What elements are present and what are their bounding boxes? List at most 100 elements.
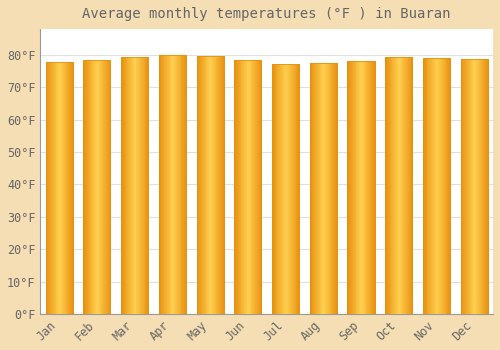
Bar	[423, 57, 450, 314]
Bar	[254, 60, 255, 314]
Bar	[291, 64, 292, 314]
Bar	[387, 57, 388, 314]
Bar	[61, 62, 62, 314]
Bar	[49, 62, 50, 314]
Bar	[315, 63, 316, 314]
Bar	[48, 62, 49, 314]
Bar	[395, 57, 396, 314]
Bar	[143, 57, 144, 314]
Bar	[106, 61, 107, 314]
Bar	[330, 63, 332, 314]
Bar	[129, 57, 130, 314]
Bar	[246, 60, 247, 314]
Bar	[332, 63, 333, 314]
Bar	[358, 61, 359, 314]
Bar	[468, 59, 469, 314]
Bar	[142, 57, 143, 314]
Bar	[296, 64, 298, 314]
Bar	[292, 64, 293, 314]
Bar	[219, 56, 220, 314]
Bar	[465, 59, 466, 314]
Bar	[103, 61, 104, 314]
Bar	[95, 61, 96, 314]
Bar	[72, 62, 73, 314]
Bar	[286, 64, 288, 314]
Bar	[316, 63, 317, 314]
Bar	[218, 56, 219, 314]
Bar	[239, 60, 240, 314]
Bar	[84, 61, 85, 314]
Bar	[272, 64, 299, 314]
Bar	[242, 60, 244, 314]
Bar	[400, 57, 402, 314]
Bar	[462, 59, 464, 314]
Bar	[274, 64, 276, 314]
Bar	[46, 62, 48, 314]
Bar	[372, 61, 373, 314]
Bar	[352, 61, 353, 314]
Bar	[220, 56, 221, 314]
Bar	[222, 56, 223, 314]
Bar	[176, 55, 177, 314]
Bar	[104, 61, 105, 314]
Bar	[470, 59, 472, 314]
Bar	[432, 57, 433, 314]
Bar	[467, 59, 468, 314]
Bar	[282, 64, 283, 314]
Bar	[310, 63, 337, 314]
Bar	[177, 55, 178, 314]
Bar	[423, 57, 450, 314]
Bar	[385, 57, 386, 314]
Bar	[322, 63, 324, 314]
Bar	[443, 57, 444, 314]
Bar	[487, 59, 488, 314]
Bar	[348, 61, 349, 314]
Bar	[348, 61, 374, 314]
Bar	[202, 56, 203, 314]
Bar	[124, 57, 126, 314]
Bar	[433, 57, 434, 314]
Bar	[288, 64, 289, 314]
Bar	[138, 57, 139, 314]
Bar	[162, 55, 164, 314]
Bar	[272, 64, 273, 314]
Bar	[361, 61, 362, 314]
Bar	[159, 55, 160, 314]
Bar	[428, 57, 429, 314]
Bar	[212, 56, 213, 314]
Bar	[466, 59, 467, 314]
Bar	[53, 62, 54, 314]
Bar	[167, 55, 168, 314]
Bar	[64, 62, 66, 314]
Bar	[474, 59, 475, 314]
Bar	[278, 64, 279, 314]
Bar	[281, 64, 282, 314]
Bar	[293, 64, 294, 314]
Bar	[389, 57, 390, 314]
Bar	[184, 55, 185, 314]
Bar	[54, 62, 56, 314]
Bar	[68, 62, 69, 314]
Bar	[325, 63, 326, 314]
Bar	[256, 60, 257, 314]
Bar	[441, 57, 442, 314]
Bar	[290, 64, 291, 314]
Bar	[240, 60, 242, 314]
Bar	[485, 59, 486, 314]
Bar	[209, 56, 210, 314]
Bar	[178, 55, 180, 314]
Bar	[238, 60, 239, 314]
Bar	[386, 57, 387, 314]
Bar	[335, 63, 336, 314]
Bar	[359, 61, 360, 314]
Bar	[464, 59, 465, 314]
Bar	[423, 57, 424, 314]
Bar	[478, 59, 480, 314]
Bar	[253, 60, 254, 314]
Bar	[364, 61, 366, 314]
Bar	[260, 60, 262, 314]
Bar	[460, 59, 462, 314]
Bar	[430, 57, 431, 314]
Bar	[385, 57, 412, 314]
Bar	[385, 57, 412, 314]
